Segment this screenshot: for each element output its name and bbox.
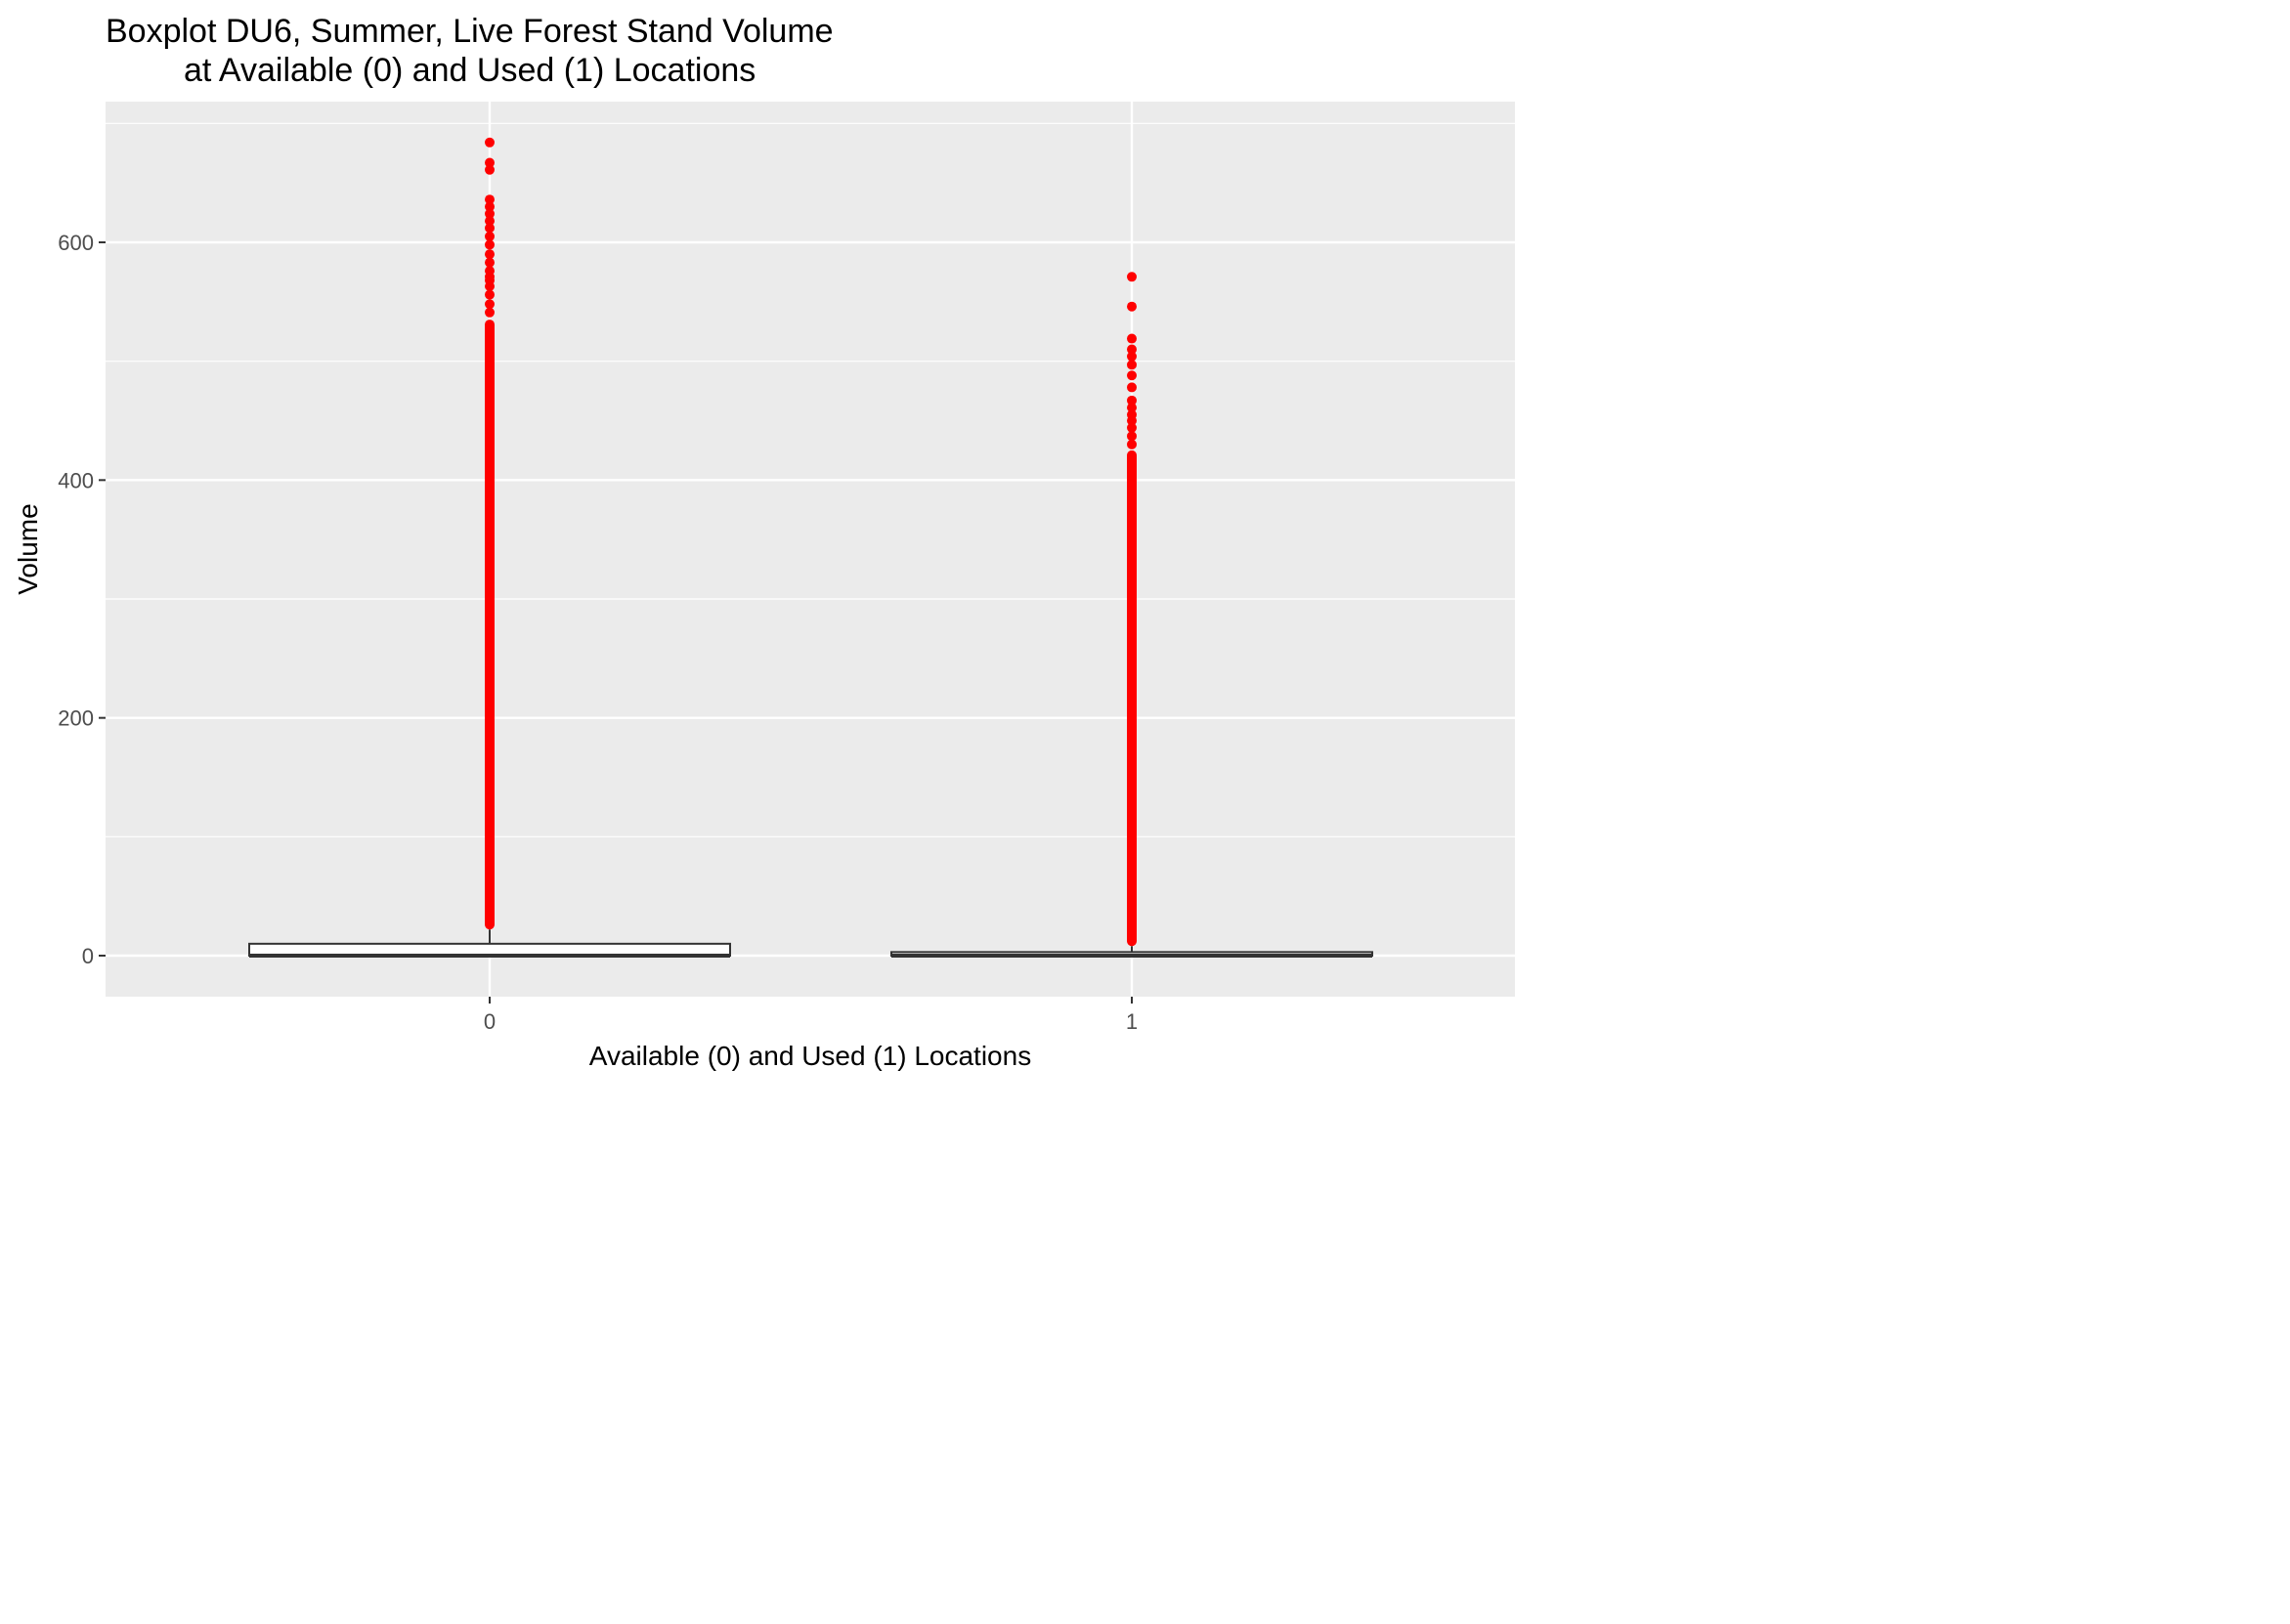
- outlier-point: [1127, 360, 1137, 370]
- outlier-point: [1127, 333, 1137, 344]
- outlier-point: [1127, 431, 1137, 442]
- outlier-point: [485, 208, 495, 219]
- outlier-point: [485, 307, 495, 318]
- outlier-point: [1127, 382, 1137, 393]
- outlier-band: [1127, 449, 1137, 947]
- outlier-point: [485, 194, 495, 205]
- y-tick-label: 600: [58, 231, 94, 255]
- outlier-point: [1127, 301, 1137, 312]
- outlier-band: [485, 320, 495, 930]
- outlier-point: [485, 157, 495, 168]
- x-tick-label: 0: [484, 1009, 496, 1034]
- outlier-point: [1127, 439, 1137, 449]
- outlier-point: [485, 249, 495, 260]
- outlier-point: [485, 201, 495, 212]
- outlier-point: [1127, 395, 1137, 406]
- y-tick-label: 200: [58, 706, 94, 731]
- outlier-point: [485, 164, 495, 175]
- outlier-point: [1127, 344, 1137, 355]
- y-tick-label: 400: [58, 468, 94, 492]
- outlier-point: [485, 137, 495, 148]
- y-axis-title: Volume: [13, 503, 43, 594]
- outlier-point: [1127, 272, 1137, 282]
- y-tick-label: 0: [82, 944, 94, 968]
- outlier-point: [485, 231, 495, 241]
- outlier-point: [1127, 409, 1137, 420]
- plot-area: 0 200 400 600 0 1: [58, 102, 1515, 1034]
- outlier-point: [1127, 370, 1137, 381]
- x-tick-label: 1: [1126, 1009, 1138, 1034]
- outlier-point: [1127, 351, 1137, 362]
- outlier-point: [485, 257, 495, 268]
- boxplot-chart: Boxplot DU6, Summer, Live Forest Stand V…: [13, 13, 1515, 1071]
- chart-title-line1: Boxplot DU6, Summer, Live Forest Stand V…: [106, 13, 834, 50]
- outlier-point: [485, 299, 495, 310]
- outlier-point: [1127, 403, 1137, 413]
- outlier-point: [485, 289, 495, 300]
- x-axis-title: Available (0) and Used (1) Locations: [589, 1041, 1031, 1071]
- chart-title-line2: at Available (0) and Used (1) Locations: [184, 52, 756, 89]
- outlier-point: [485, 239, 495, 250]
- outlier-point: [485, 216, 495, 227]
- outlier-point: [1127, 422, 1137, 433]
- outlier-point: [485, 266, 495, 277]
- plot-panel: [106, 102, 1515, 997]
- outlier-point: [485, 223, 495, 234]
